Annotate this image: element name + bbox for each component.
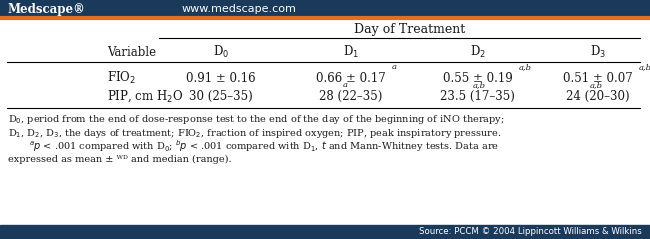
Text: a,b: a,b xyxy=(473,81,486,89)
Text: FIO$_2$: FIO$_2$ xyxy=(107,70,136,86)
Text: Source: PCCM © 2004 Lippincott Williams & Wilkins: Source: PCCM © 2004 Lippincott Williams … xyxy=(419,228,642,237)
Text: 0.55 ± 0.19: 0.55 ± 0.19 xyxy=(443,71,513,85)
Text: Medscape®: Medscape® xyxy=(8,2,86,16)
Text: $^a$​$p$ < .001 compared with D$_0$; $^b$​$p$ < .001 compared with D$_1$, $t$ an: $^a$​$p$ < .001 compared with D$_0$; $^b… xyxy=(29,138,499,154)
Text: D$_2$: D$_2$ xyxy=(470,44,486,60)
Text: a,b: a,b xyxy=(519,63,532,71)
Text: Variable: Variable xyxy=(107,45,157,59)
Text: Day of Treatment: Day of Treatment xyxy=(354,23,465,37)
Text: 23.5 (17–35): 23.5 (17–35) xyxy=(440,89,515,103)
Text: 0.51 ± 0.07: 0.51 ± 0.07 xyxy=(563,71,633,85)
Text: D$_0$, period from the end of dose-response test to the end of the day of the be: D$_0$, period from the end of dose-respo… xyxy=(8,114,504,126)
Text: 24 (20–30): 24 (20–30) xyxy=(566,89,630,103)
Text: D$_0$: D$_0$ xyxy=(213,44,229,60)
Text: a: a xyxy=(343,81,348,89)
Text: www.medscape.com: www.medscape.com xyxy=(182,4,297,14)
Bar xyxy=(0,225,650,239)
Text: D$_1$: D$_1$ xyxy=(343,44,359,60)
Text: 28 (22–35): 28 (22–35) xyxy=(319,89,383,103)
Text: D$_3$: D$_3$ xyxy=(590,44,606,60)
Text: a: a xyxy=(392,63,397,71)
Text: a,b: a,b xyxy=(590,81,603,89)
Text: a,b: a,b xyxy=(639,63,650,71)
Text: expressed as mean ± ᵂᴰ and median (range).: expressed as mean ± ᵂᴰ and median (range… xyxy=(8,154,231,163)
Text: 30 (25–35): 30 (25–35) xyxy=(189,89,253,103)
Text: PIP, cm H$_2$O: PIP, cm H$_2$O xyxy=(107,88,183,104)
Text: 0.91 ± 0.16: 0.91 ± 0.16 xyxy=(186,71,256,85)
Text: 0.66 ± 0.17: 0.66 ± 0.17 xyxy=(316,71,386,85)
Bar xyxy=(0,0,650,18)
Text: D$_1$, D$_2$, D$_3$, the days of treatment; FIO$_2$, fraction of inspired oxygen: D$_1$, D$_2$, D$_3$, the days of treatme… xyxy=(8,126,501,140)
